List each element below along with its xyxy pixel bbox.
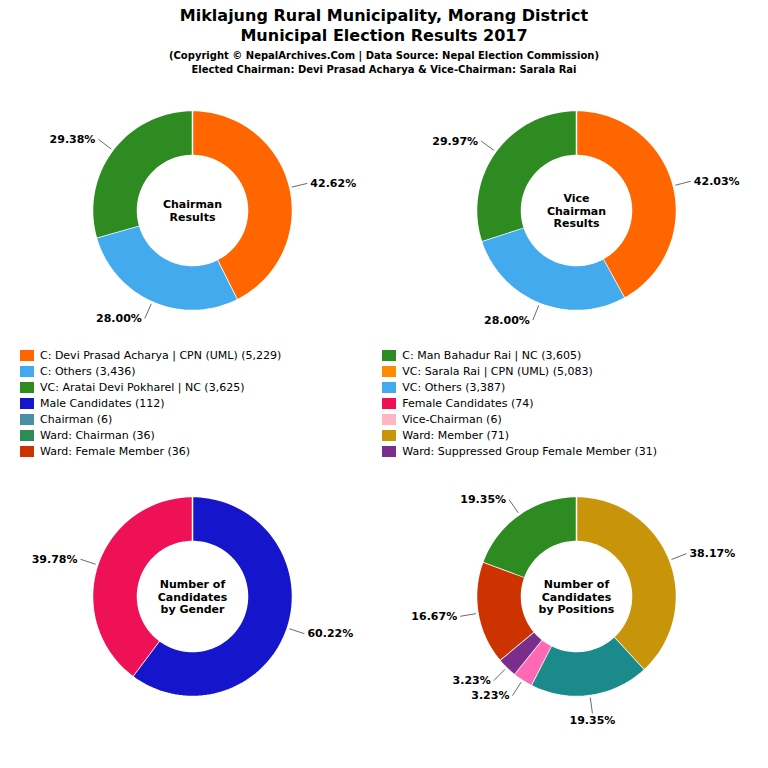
svg-text:29.97%: 29.97%: [432, 135, 478, 148]
html-text:Ward: Suppressed Group Female: Ward: Suppressed Group Female Member (31…: [402, 444, 657, 458]
svg-text:39.78%: 39.78%: [32, 553, 78, 566]
svg-text:42.03%: 42.03%: [694, 175, 740, 188]
svg-text:29.38%: 29.38%: [50, 133, 96, 146]
html-text:C: Others (3,436): C: Others (3,436): [40, 364, 136, 378]
svg-text:28.00%: 28.00%: [484, 314, 530, 327]
svg-text:42.62%: 42.62%: [310, 177, 356, 190]
html-text:VC: Others (3,387): VC: Others (3,387): [402, 380, 506, 394]
html-text:Vice-Chairman (6): Vice-Chairman (6): [402, 412, 502, 426]
html-text:C: Man Bahadur Rai | NC (3,605: C: Man Bahadur Rai | NC (3,605): [402, 348, 582, 362]
svg-text:16.67%: 16.67%: [411, 610, 457, 623]
svg-text:Number ofCandidatesby Gender: Number ofCandidatesby Gender: [158, 578, 228, 616]
svg-text:3.23%: 3.23%: [453, 674, 491, 687]
html-text:Ward: Female Member (36): Ward: Female Member (36): [40, 444, 190, 458]
svg-text:ViceChairmanResults: ViceChairmanResults: [547, 192, 606, 230]
html-text:Miklajung Rural Municipality,: Miklajung Rural Municipality, Morang Dis…: [179, 6, 589, 45]
svg-text:Number ofCandidatesby Position: Number ofCandidatesby Positions: [539, 578, 615, 616]
html-text:Female Candidates (74): Female Candidates (74): [402, 396, 534, 410]
html-text:VC: Aratai Devi Pokharel | NC: VC: Aratai Devi Pokharel | NC (3,625): [40, 380, 245, 394]
svg-text:ChairmanResults: ChairmanResults: [163, 198, 222, 224]
svg-text:3.23%: 3.23%: [471, 689, 509, 702]
html-text:Male Candidates (112): Male Candidates (112): [40, 396, 165, 410]
html-text:Ward: Chairman (36): Ward: Chairman (36): [40, 428, 155, 442]
html-text:VC: Sarala Rai | CPN (UML) (5,: VC: Sarala Rai | CPN (UML) (5,083): [402, 364, 593, 378]
html-text:(Copyright © NepalArchives.Com: (Copyright © NepalArchives.Com | Data So…: [168, 50, 600, 75]
svg-text:19.35%: 19.35%: [570, 714, 616, 727]
svg-text:28.00%: 28.00%: [96, 312, 142, 325]
html-text:Ward: Member (71): Ward: Member (71): [402, 428, 509, 442]
svg-text:38.17%: 38.17%: [689, 547, 735, 560]
svg-text:19.35%: 19.35%: [460, 493, 506, 506]
html-text:C: Devi Prasad Acharya | CPN (: C: Devi Prasad Acharya | CPN (UML) (5,22…: [40, 348, 282, 362]
svg-text:60.22%: 60.22%: [307, 627, 353, 640]
html-text:Chairman (6): Chairman (6): [40, 412, 113, 426]
